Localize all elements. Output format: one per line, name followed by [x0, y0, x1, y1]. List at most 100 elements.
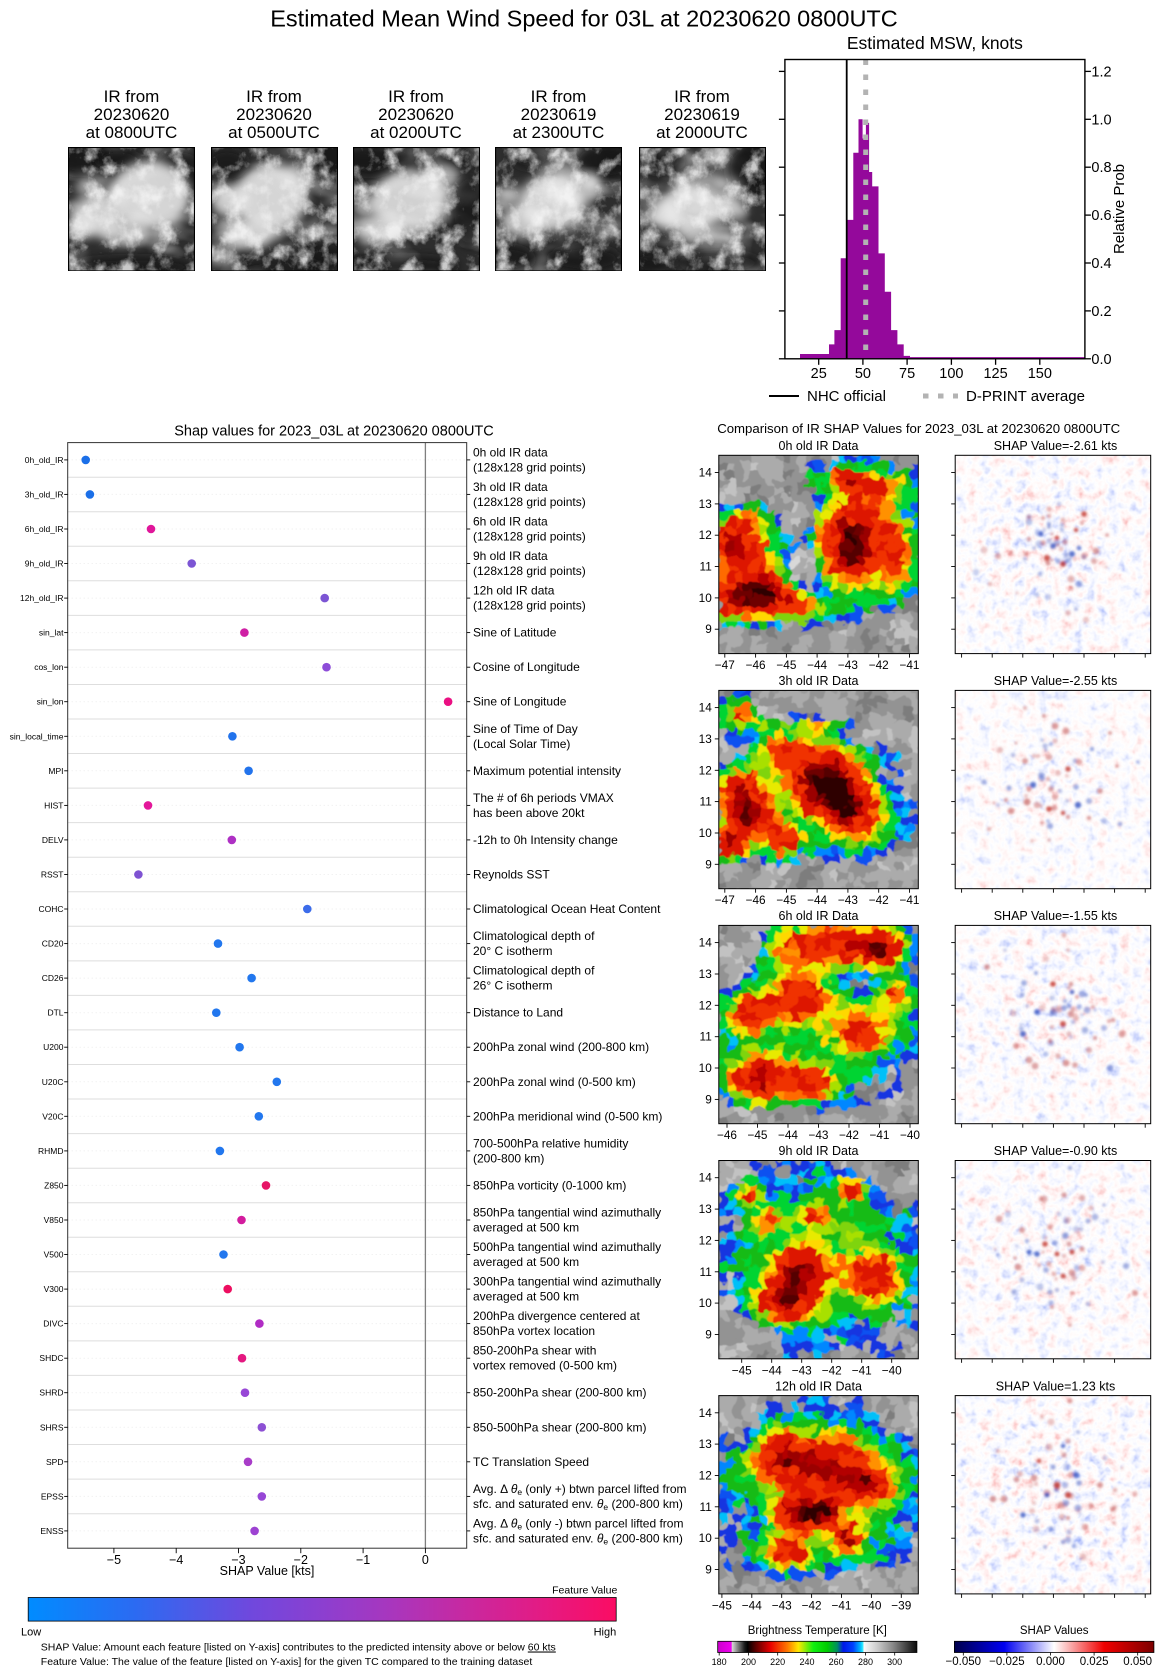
svg-text:11: 11 — [700, 1030, 712, 1044]
svg-text:850hPa vorticity (0-1000 km): 850hPa vorticity (0-1000 km) — [473, 1178, 626, 1192]
svg-text:−43: −43 — [838, 658, 858, 672]
svg-text:13: 13 — [699, 1202, 713, 1216]
svg-text:20230619: 20230619 — [664, 105, 740, 124]
svg-text:100: 100 — [939, 366, 963, 382]
svg-text:12: 12 — [699, 763, 712, 777]
svg-text:DIVC: DIVC — [43, 1319, 63, 1329]
svg-text:−3: −3 — [231, 1553, 245, 1567]
svg-text:at 0800UTC: at 0800UTC — [86, 123, 178, 142]
svg-text:SHAP Value=1.23 kts: SHAP Value=1.23 kts — [996, 1379, 1115, 1393]
svg-text:Sine of Longitude: Sine of Longitude — [473, 695, 567, 709]
svg-text:−45: −45 — [732, 1363, 752, 1377]
svg-text:SHAP Value=-2.55 kts: SHAP Value=-2.55 kts — [994, 674, 1118, 688]
svg-text:12h_old_IR: 12h_old_IR — [20, 593, 63, 603]
svg-text:9: 9 — [705, 1328, 712, 1342]
svg-text:13: 13 — [699, 967, 713, 981]
svg-text:Climatological depth of: Climatological depth of — [473, 964, 595, 978]
svg-text:SHAP Value: Amount each featur: SHAP Value: Amount each feature [listed … — [41, 1642, 556, 1654]
svg-text:−41: −41 — [831, 1598, 851, 1612]
svg-text:260: 260 — [829, 1657, 844, 1667]
svg-text:Distance to Land: Distance to Land — [473, 1006, 563, 1020]
svg-text:12: 12 — [699, 1233, 712, 1247]
svg-text:DELV: DELV — [42, 835, 64, 845]
svg-text:D-PRINT average: D-PRINT average — [966, 388, 1085, 405]
svg-text:SHAP Value [kts]: SHAP Value [kts] — [220, 1564, 315, 1578]
svg-text:−46: −46 — [746, 658, 766, 672]
svg-text:200: 200 — [741, 1657, 756, 1667]
svg-text:200hPa divergence centered at: 200hPa divergence centered at — [473, 1309, 640, 1323]
svg-text:at 2300UTC: at 2300UTC — [513, 123, 605, 142]
svg-text:HIST: HIST — [44, 800, 63, 810]
svg-text:IR from: IR from — [246, 87, 302, 106]
svg-text:850hPa tangential wind azimuth: 850hPa tangential wind azimuthally — [473, 1206, 661, 1220]
svg-text:(128x128 grid points): (128x128 grid points) — [473, 599, 586, 613]
svg-text:14: 14 — [699, 466, 713, 480]
svg-text:−47: −47 — [715, 658, 735, 672]
svg-text:0.025: 0.025 — [1080, 1656, 1109, 1668]
svg-text:−5: −5 — [107, 1553, 121, 1567]
svg-text:0.6: 0.6 — [1091, 208, 1111, 224]
svg-text:-12h to 0h Intensity change: -12h to 0h Intensity change — [473, 833, 618, 847]
svg-text:−40: −40 — [882, 1363, 902, 1377]
svg-text:0.2: 0.2 — [1091, 304, 1111, 320]
svg-text:0.000: 0.000 — [1036, 1656, 1065, 1668]
svg-text:−43: −43 — [838, 893, 858, 907]
svg-text:(200-800 km): (200-800 km) — [473, 1151, 544, 1165]
svg-text:SHAP Values: SHAP Values — [1020, 1625, 1089, 1637]
svg-text:11: 11 — [700, 1500, 712, 1514]
svg-text:20° C isotherm: 20° C isotherm — [473, 944, 553, 958]
svg-text:Comparison of IR SHAP Values f: Comparison of IR SHAP Values for 2023_03… — [717, 421, 1120, 436]
svg-text:500hPa tangential wind azimuth: 500hPa tangential wind azimuthally — [473, 1240, 661, 1254]
svg-text:9h old IR Data: 9h old IR Data — [779, 1144, 859, 1158]
svg-text:9h_old_IR: 9h_old_IR — [25, 559, 64, 569]
svg-text:at 0500UTC: at 0500UTC — [228, 123, 320, 142]
svg-text:26° C isotherm: 26° C isotherm — [473, 979, 553, 993]
svg-text:averaged at 500 km: averaged at 500 km — [473, 1221, 579, 1235]
svg-text:Estimated Mean Wind Speed for: Estimated Mean Wind Speed for 03L at 202… — [270, 6, 898, 32]
svg-text:−40: −40 — [861, 1598, 881, 1612]
svg-text:(128x128 grid points): (128x128 grid points) — [473, 495, 586, 509]
svg-text:Maximum potential intensity: Maximum potential intensity — [473, 764, 621, 778]
svg-text:The # of 6h periods VMAX: The # of 6h periods VMAX — [473, 791, 614, 805]
svg-text:SPD: SPD — [46, 1457, 63, 1467]
svg-text:−46: −46 — [717, 1128, 737, 1142]
svg-text:−41: −41 — [899, 893, 919, 907]
svg-text:−40: −40 — [900, 1128, 920, 1142]
svg-text:13: 13 — [699, 1437, 713, 1451]
svg-text:cos_lon: cos_lon — [34, 662, 64, 672]
svg-text:−0.025: −0.025 — [989, 1656, 1025, 1668]
svg-text:10: 10 — [699, 1296, 713, 1310]
svg-text:U200: U200 — [43, 1042, 64, 1052]
svg-text:−44: −44 — [742, 1598, 762, 1612]
svg-text:3h old IR data: 3h old IR data — [473, 480, 548, 494]
svg-text:9: 9 — [705, 1092, 712, 1106]
svg-text:6h old IR Data: 6h old IR Data — [779, 909, 859, 923]
svg-text:CD26: CD26 — [42, 973, 64, 983]
svg-text:−42: −42 — [869, 658, 889, 672]
svg-text:V300: V300 — [44, 1284, 64, 1294]
svg-text:Feature Value: Feature Value — [552, 1585, 617, 1597]
svg-text:sin_lon: sin_lon — [37, 697, 64, 707]
svg-text:SHAP Value=-2.61 kts: SHAP Value=-2.61 kts — [994, 439, 1118, 453]
svg-text:Reynolds SST: Reynolds SST — [473, 868, 550, 882]
svg-text:200hPa zonal wind (0-500 km): 200hPa zonal wind (0-500 km) — [473, 1075, 636, 1089]
svg-text:14: 14 — [699, 1171, 713, 1185]
svg-text:High: High — [594, 1627, 617, 1639]
svg-text:180: 180 — [712, 1657, 727, 1667]
svg-text:(128x128 grid points): (128x128 grid points) — [473, 530, 586, 544]
svg-text:−45: −45 — [776, 893, 796, 907]
svg-text:9h old IR data: 9h old IR data — [473, 549, 548, 563]
svg-text:13: 13 — [699, 497, 713, 511]
svg-text:Relative Prob: Relative Prob — [1111, 164, 1128, 254]
svg-text:−44: −44 — [762, 1363, 782, 1377]
svg-text:IR from: IR from — [531, 87, 587, 106]
svg-text:−43: −43 — [772, 1598, 792, 1612]
svg-text:150: 150 — [1028, 366, 1052, 382]
svg-text:200hPa zonal wind (200-800 km): 200hPa zonal wind (200-800 km) — [473, 1040, 649, 1054]
svg-text:75: 75 — [899, 366, 915, 382]
svg-text:SHDC: SHDC — [39, 1353, 63, 1363]
svg-text:SHAP Value=-0.90 kts: SHAP Value=-0.90 kts — [994, 1144, 1118, 1158]
svg-text:MPI: MPI — [48, 766, 63, 776]
svg-text:11: 11 — [700, 795, 712, 809]
svg-text:Estimated MSW, knots: Estimated MSW, knots — [847, 33, 1023, 53]
